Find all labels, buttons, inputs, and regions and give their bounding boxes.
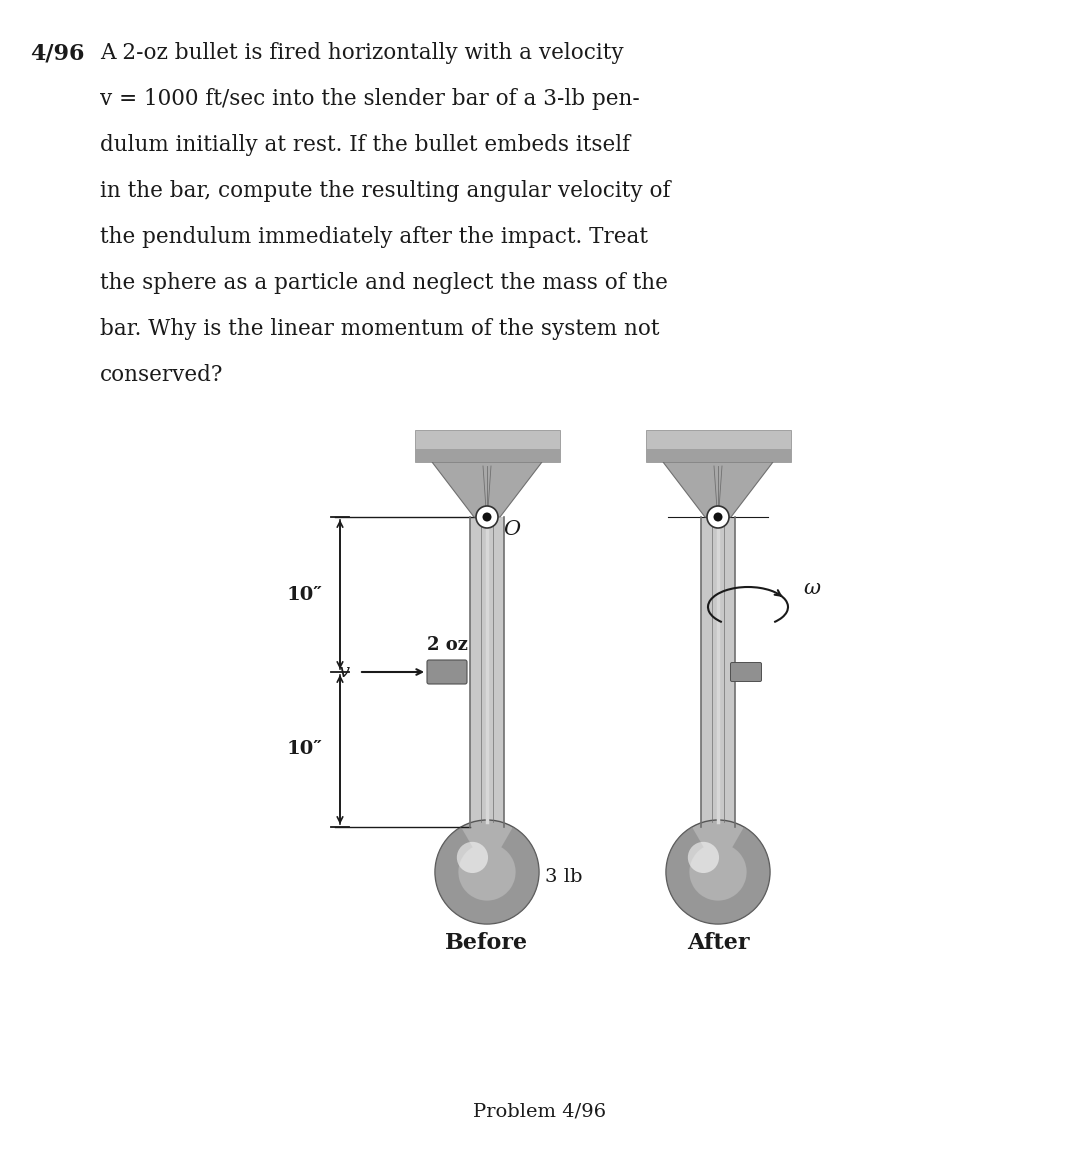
FancyBboxPatch shape: [415, 449, 559, 462]
Circle shape: [457, 842, 488, 873]
Circle shape: [714, 513, 723, 522]
Text: 10″: 10″: [287, 740, 323, 759]
FancyBboxPatch shape: [701, 517, 735, 827]
Circle shape: [688, 842, 719, 873]
Circle shape: [707, 506, 729, 528]
Text: ω: ω: [804, 580, 820, 598]
Text: bar. Why is the linear momentum of the system not: bar. Why is the linear momentum of the s…: [100, 318, 660, 340]
Circle shape: [435, 820, 539, 924]
Circle shape: [476, 506, 498, 528]
Text: dulum initially at rest. If the bullet embeds itself: dulum initially at rest. If the bullet e…: [100, 134, 630, 156]
Text: O: O: [503, 520, 521, 539]
Text: 4/96: 4/96: [30, 42, 84, 64]
Text: After: After: [687, 932, 750, 954]
Polygon shape: [432, 462, 542, 517]
Polygon shape: [663, 462, 773, 517]
FancyBboxPatch shape: [470, 517, 504, 827]
Text: A 2-oz bullet is fired horizontally with a velocity: A 2-oz bullet is fired horizontally with…: [100, 42, 623, 64]
Text: Before: Before: [445, 932, 528, 954]
FancyBboxPatch shape: [646, 430, 791, 462]
Text: the pendulum immediately after the impact. Treat: the pendulum immediately after the impac…: [100, 226, 648, 248]
Text: in the bar, compute the resulting angular velocity of: in the bar, compute the resulting angula…: [100, 180, 671, 202]
Text: 3 lb: 3 lb: [545, 869, 582, 886]
Text: v = 1000 ft/sec into the slender bar of a 3-lb pen-: v = 1000 ft/sec into the slender bar of …: [100, 88, 639, 110]
Text: Problem 4/96: Problem 4/96: [473, 1102, 607, 1120]
FancyBboxPatch shape: [415, 430, 559, 462]
Wedge shape: [666, 827, 770, 924]
Text: the sphere as a particle and neglect the mass of the: the sphere as a particle and neglect the…: [100, 271, 667, 295]
FancyBboxPatch shape: [427, 660, 467, 684]
Text: v: v: [338, 663, 349, 681]
Text: conserved?: conserved?: [100, 364, 224, 386]
Text: 10″: 10″: [287, 586, 323, 604]
FancyBboxPatch shape: [646, 449, 791, 462]
Circle shape: [483, 513, 491, 522]
Wedge shape: [435, 827, 539, 924]
Text: 2 oz: 2 oz: [427, 636, 468, 654]
Circle shape: [666, 820, 770, 924]
FancyBboxPatch shape: [730, 663, 761, 681]
